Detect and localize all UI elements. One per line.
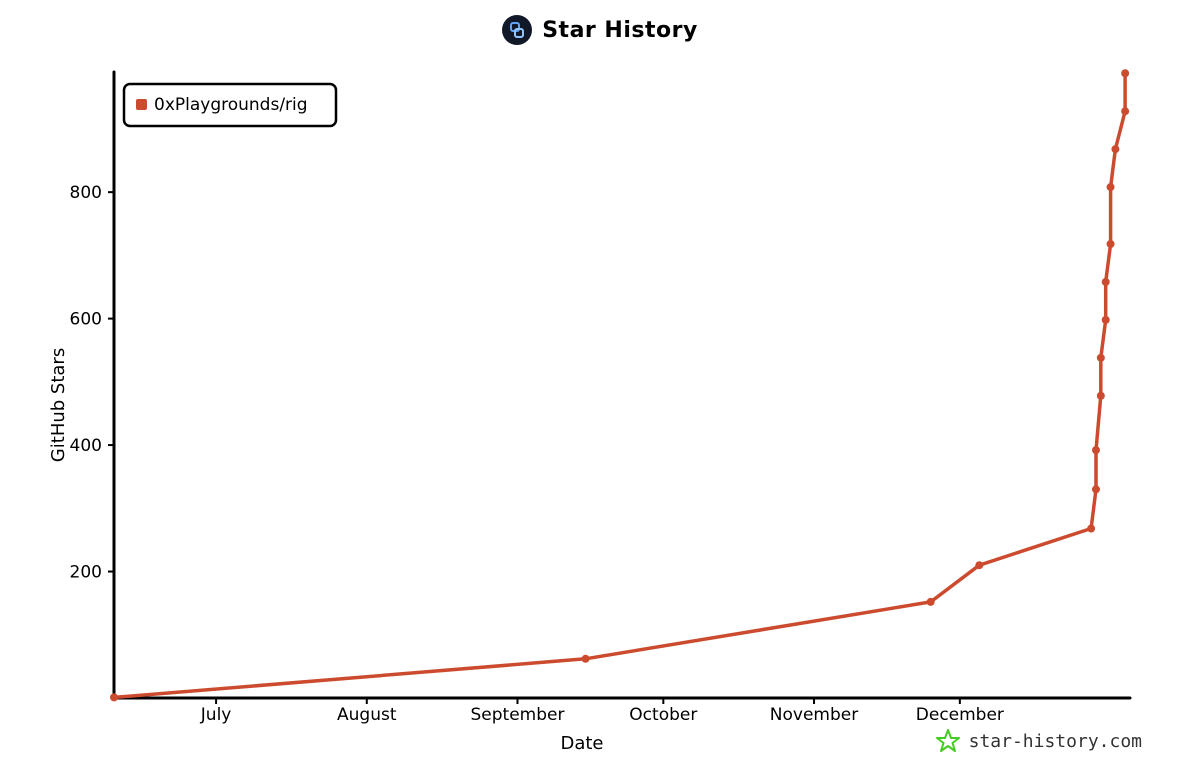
data-point bbox=[1091, 446, 1100, 455]
legend-frame bbox=[122, 82, 338, 128]
data-point bbox=[110, 693, 118, 702]
x-tick-label: November bbox=[770, 705, 858, 725]
data-point bbox=[1101, 315, 1110, 324]
x-tick-label: August bbox=[337, 705, 397, 725]
data-point bbox=[1096, 391, 1105, 400]
series-layer bbox=[110, 69, 1130, 702]
watermark[interactable]: star-history.com bbox=[935, 728, 1142, 754]
data-point bbox=[1101, 277, 1110, 286]
legend-label: 0xPlaygrounds/rig bbox=[154, 95, 308, 115]
data-point bbox=[1091, 485, 1100, 494]
x-tick-label: October bbox=[629, 705, 697, 725]
x-tick-label: December bbox=[916, 705, 1004, 725]
data-point bbox=[1121, 107, 1130, 116]
data-point bbox=[1096, 353, 1105, 362]
chart-axes: 200 400 600 800 July August September October No… bbox=[48, 70, 1132, 754]
data-point bbox=[1106, 183, 1115, 192]
y-tick-label: 800 bbox=[70, 183, 102, 203]
legend-swatch bbox=[136, 99, 147, 110]
y-tick-label: 200 bbox=[70, 563, 102, 583]
x-tick-label: September bbox=[470, 705, 564, 725]
star-history-logo-icon bbox=[502, 15, 533, 45]
legend-box: 0xPlaygrounds/rig bbox=[122, 82, 338, 128]
watermark-text: star-history.com bbox=[968, 730, 1142, 752]
y-tick-label: 600 bbox=[70, 310, 102, 330]
chart-title-area: Star History bbox=[0, 10, 1200, 50]
y-tick-label: 400 bbox=[70, 436, 102, 456]
chart-title: Star History bbox=[542, 17, 698, 43]
series-line bbox=[112, 71, 1127, 700]
data-point bbox=[1111, 145, 1120, 154]
data-point bbox=[975, 561, 984, 570]
x-axis-label: Date bbox=[560, 733, 603, 754]
legend: 0xPlaygrounds/rig bbox=[122, 82, 338, 128]
data-point bbox=[581, 654, 590, 663]
data-point bbox=[926, 597, 935, 606]
data-point bbox=[1087, 524, 1096, 533]
star-icon bbox=[935, 729, 960, 752]
y-axis-label: GitHub Stars bbox=[48, 348, 69, 462]
x-tick-label: July bbox=[200, 705, 232, 725]
data-point bbox=[1106, 239, 1115, 248]
data-point bbox=[1121, 69, 1130, 78]
